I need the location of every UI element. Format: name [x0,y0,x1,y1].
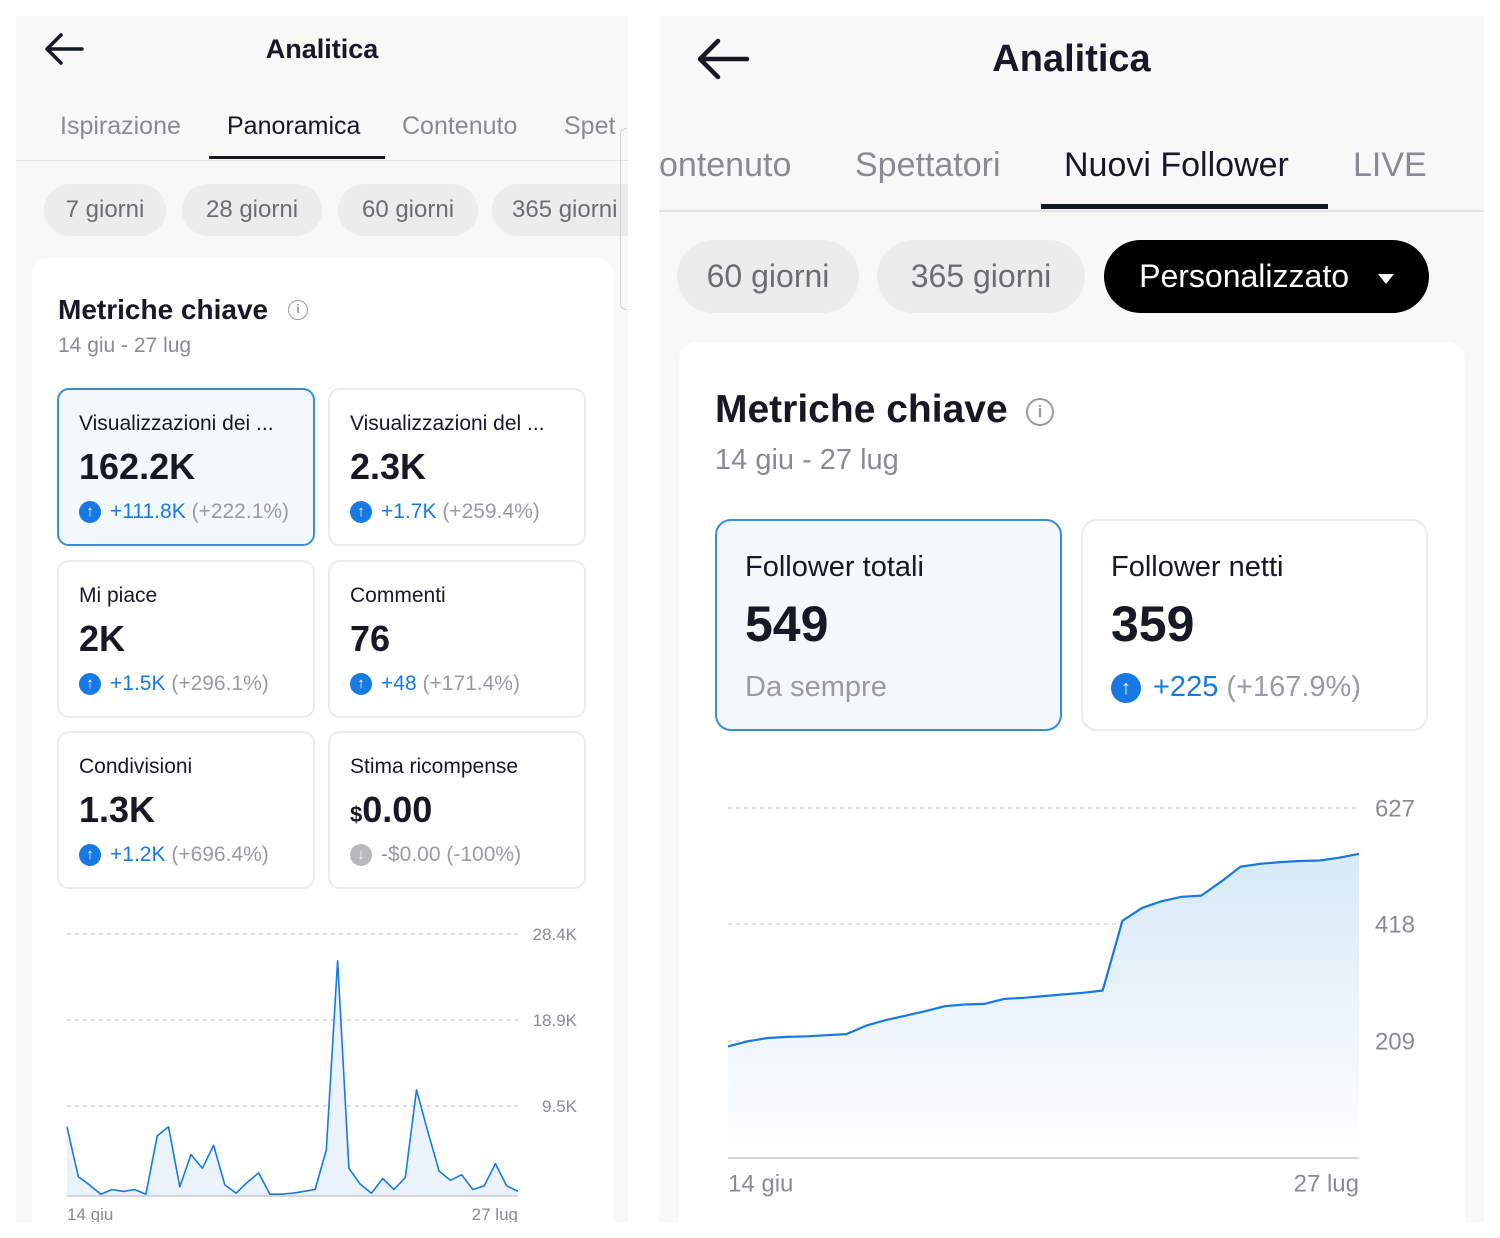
active-tab-indicator [1041,204,1328,209]
metric-card-profile-views[interactable]: Visualizzazioni del ... 2.3K ↑ +1.7K (+2… [328,388,586,546]
y-tick-label: 28.4K [533,925,578,944]
metric-card-net-followers[interactable]: Follower netti 359 ↑ +225 (+167.9%) [1081,519,1428,731]
metric-delta: ↑ +1.5K (+296.1%) [79,672,269,696]
arrow-up-icon: ↑ [350,501,372,523]
views-line-chart: 28.4K 18.9K 9.5K 14 giu 27 lug [66,925,578,1222]
tab-spettatori[interactable]: Spet [564,112,616,140]
key-metrics-card: Metriche chiave i 14 giu - 27 lug Visual… [32,258,614,1222]
followers-area-chart: 627 418 209 14 giu 27 lug [727,795,1415,1198]
section-title: Metriche chiave [715,388,1008,431]
metric-label: Follower netti [1111,551,1284,583]
chip-7-days[interactable]: 7 giorni [44,184,166,236]
tab-contenuto[interactable]: ontenuto [659,146,792,184]
arrow-up-icon: ↑ [350,673,372,695]
y-tick-label: 9.5K [542,1097,578,1116]
metric-value: 359 [1111,596,1195,652]
tab-ispirazione[interactable]: Ispirazione [60,112,181,140]
chip-365-days[interactable]: 365 giorni [492,184,628,236]
metric-card-likes[interactable]: Mi piace 2K ↑ +1.5K (+296.1%) [57,560,315,718]
scrollbar[interactable] [620,128,627,310]
arrow-up-icon: ↑ [79,501,101,523]
metric-card-post-views[interactable]: Visualizzazioni dei ... 162.2K ↑ +111.8K… [57,388,315,546]
info-icon[interactable]: i [288,300,308,320]
x-start-label: 14 giu [728,1171,793,1198]
metric-subtitle: Da sempre [745,671,887,703]
metric-label: Follower totali [745,551,924,583]
x-start-label: 14 giu [67,1205,113,1222]
back-arrow-icon[interactable] [44,32,84,66]
metric-delta: ↑ +48 (+171.4%) [350,672,520,696]
active-tab-indicator [209,156,385,159]
metric-label: Commenti [350,584,446,607]
metric-label: Mi piace [79,584,158,607]
chip-365-days[interactable]: 365 giorni [877,240,1085,313]
back-arrow-icon[interactable] [697,38,750,80]
page-title: Analitica [265,34,379,64]
area-fill [67,960,518,1196]
metric-delta: ↓ -$0.00 (-100%) [350,843,521,867]
metric-value: 2.3K [350,446,427,487]
arrow-up-icon: ↑ [1111,672,1141,703]
tabs-divider [659,210,1484,212]
tab-contenuto[interactable]: Contenuto [402,112,518,140]
metric-card-total-followers[interactable]: Follower totali 549 Da sempre [715,519,1062,731]
arrow-up-icon: ↑ [79,844,101,866]
tab-live[interactable]: LIVE [1353,146,1427,184]
right-screen: Analitica ontenuto Spettatori Nuovi Foll… [659,16,1484,1222]
metric-delta: ↑ +1.2K (+696.4%) [79,843,269,867]
metric-value: 1.3K [79,789,156,830]
y-tick-label: 18.9K [533,1011,578,1030]
metric-card-comments[interactable]: Commenti 76 ↑ +48 (+171.4%) [328,560,586,718]
y-tick-label: 209 [1375,1028,1415,1055]
metric-value: 76 [350,618,391,659]
chip-28-days[interactable]: 28 giorni [182,184,322,236]
caret-down-icon [1377,273,1394,284]
x-end-label: 27 lug [472,1205,518,1222]
custom-range-dropdown[interactable]: Personalizzato [1104,240,1429,313]
metric-label: Condivisioni [79,755,193,778]
y-tick-label: 418 [1375,911,1415,938]
metric-card-shares[interactable]: Condivisioni 1.3K ↑ +1.2K (+696.4%) [57,731,315,889]
series-line [727,852,1360,1048]
metric-delta: ↑ +225 (+167.9%) [1111,671,1361,704]
metric-delta: ↑ +1.7K (+259.4%) [350,500,540,524]
area-fill [728,853,1359,1158]
tab-nuovi-follower[interactable]: Nuovi Follower [1064,146,1289,184]
chip-60-days[interactable]: 60 giorni [677,240,859,313]
metric-label: Stima ricompense [350,755,519,778]
left-screen: Analitica Ispirazione Panoramica Contenu… [16,16,628,1222]
tab-spettatori[interactable]: Spettatori [855,146,1001,184]
metric-value: 2K [79,618,126,659]
x-end-label: 27 lug [1294,1171,1359,1198]
metric-label: Visualizzazioni dei ... [79,412,274,435]
metric-value: $0.00 [350,789,433,830]
tab-panoramica[interactable]: Panoramica [227,112,361,140]
metric-delta: ↑ +111.8K (+222.1%) [79,500,289,524]
metric-value: 162.2K [79,446,196,487]
arrow-up-icon: ↑ [79,673,101,695]
section-title: Metriche chiave [58,294,269,325]
series-line [66,959,519,1196]
page-title: Analitica [992,38,1151,80]
metric-label: Visualizzazioni del ... [350,412,545,435]
chip-60-days[interactable]: 60 giorni [338,184,478,236]
arrow-down-icon: ↓ [350,844,372,866]
metric-card-estimated-rewards[interactable]: Stima ricompense $0.00 ↓ -$0.00 (-100%) [328,731,586,889]
tabs-divider [16,160,628,161]
info-icon[interactable]: i [1026,398,1054,426]
date-range: 14 giu - 27 lug [715,444,899,476]
date-range: 14 giu - 27 lug [58,334,192,357]
y-tick-label: 627 [1375,795,1415,822]
metric-value: 549 [745,596,829,652]
key-metrics-card: Metriche chiave i 14 giu - 27 lug Follow… [679,342,1465,1222]
